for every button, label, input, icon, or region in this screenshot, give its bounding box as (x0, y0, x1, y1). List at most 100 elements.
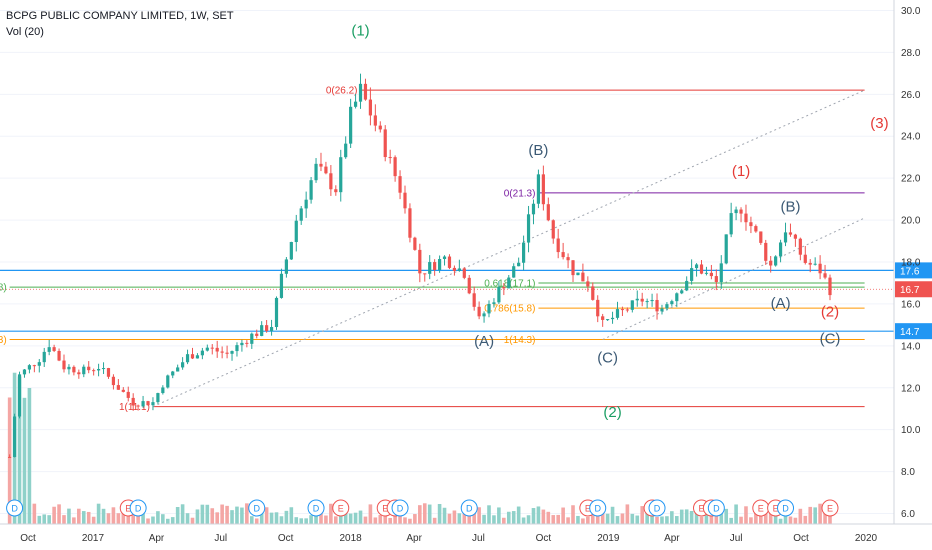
candle-body (245, 342, 249, 344)
candle-body (294, 220, 298, 243)
candle-body (225, 352, 229, 354)
volume-bar (437, 503, 442, 524)
volume-bar (368, 504, 373, 524)
candle-body (428, 262, 432, 274)
candle-body (690, 268, 694, 281)
volume-bar (101, 508, 106, 524)
candlesticks (8, 73, 832, 458)
price-tick-label: 30.0 (901, 6, 921, 17)
volume-bar (689, 510, 694, 524)
candle-body (625, 309, 629, 311)
event-marker-label: E (773, 504, 779, 514)
candle-body (650, 299, 654, 302)
indicator-label: Vol (20) (6, 26, 44, 38)
volume-bar (497, 507, 501, 524)
volume-bar (674, 516, 679, 524)
volume-bar (27, 387, 32, 524)
candle-body (388, 157, 392, 159)
event-markers: DEDDDEEEDDEDEDEEDEEDE (6, 499, 839, 517)
candle-body (561, 252, 565, 258)
price-tick-label: 24.0 (901, 132, 921, 143)
volume-bar (393, 513, 397, 524)
volume-bar (106, 513, 111, 524)
grid (0, 9, 894, 515)
last-price-label: 16.7 (900, 285, 920, 296)
candle-body (349, 106, 353, 144)
volume-bar (269, 512, 274, 524)
volume-bar (472, 510, 476, 524)
candle-body (299, 208, 303, 221)
candle-body (754, 226, 758, 232)
candle-body (462, 268, 466, 278)
volume-bar (72, 517, 76, 524)
support-lines: 17.6 14.7 16.7 (0, 262, 932, 340)
volume-bar (734, 504, 738, 524)
volume-bar (86, 511, 91, 524)
volume-bar (462, 513, 467, 524)
volume-bar (729, 517, 733, 524)
dividend-marker (129, 499, 147, 517)
volume-bar (259, 512, 264, 524)
candle-body (783, 232, 788, 243)
price-tick-label: 6.0 (901, 509, 915, 520)
event-marker-label: D (654, 504, 661, 514)
candle-body (536, 174, 541, 204)
volume-bar (605, 513, 610, 524)
volume-bar (427, 504, 432, 524)
candle-body (467, 277, 471, 294)
candle-body (92, 370, 96, 372)
time-tick-label: 2017 (82, 533, 105, 544)
time-tick-label: 2018 (340, 533, 363, 544)
candle-body (665, 304, 669, 309)
volume-bar (116, 513, 121, 524)
candle-body (517, 262, 521, 267)
time-tick-label: Oct (793, 533, 809, 544)
time-tick-label: Jul (214, 533, 227, 544)
candle-body (793, 234, 798, 239)
volume-bar (823, 507, 827, 524)
event-marker-label: D (253, 504, 260, 514)
candle-body (235, 345, 239, 352)
volume-bar (482, 514, 486, 524)
wave-label: (A) (771, 295, 791, 312)
candle-body (788, 232, 793, 235)
volume-bar (511, 511, 516, 524)
time-tick-label: 2019 (597, 533, 620, 544)
volume-bar (348, 513, 353, 524)
volume-bar (235, 506, 239, 524)
volume-bar (808, 506, 813, 524)
candle-body (546, 204, 550, 221)
volume-bar (699, 516, 704, 524)
candle-body (724, 234, 728, 264)
candle-body (289, 242, 293, 260)
candle-body (116, 385, 120, 390)
candle-body (358, 83, 363, 102)
wave-label: (B) (780, 199, 800, 216)
candle-body (373, 115, 377, 126)
candle-body (42, 351, 46, 363)
price-tick-label: 28.0 (901, 48, 921, 59)
volume-bar (363, 516, 368, 524)
volume-bar (294, 517, 299, 524)
volume-bar (388, 517, 392, 524)
candle-body (685, 280, 689, 291)
volume-bar (52, 506, 56, 524)
volume-bar (546, 511, 551, 524)
event-marker-label: E (338, 504, 344, 514)
event-marker-label: D (11, 504, 18, 514)
volume-bar (67, 508, 71, 524)
volume-bar (684, 509, 689, 524)
volume-bar (413, 514, 417, 524)
candle-body (22, 369, 27, 375)
candle-body (393, 157, 397, 177)
volume-bar (803, 515, 808, 524)
trend-line (602, 217, 865, 341)
candle-body (368, 99, 373, 116)
earnings-marker (821, 499, 839, 517)
candle-body (353, 101, 358, 107)
volume-bar (457, 513, 462, 524)
candle-body (146, 401, 150, 406)
candle-body (704, 272, 709, 274)
volume-bar (91, 516, 96, 524)
